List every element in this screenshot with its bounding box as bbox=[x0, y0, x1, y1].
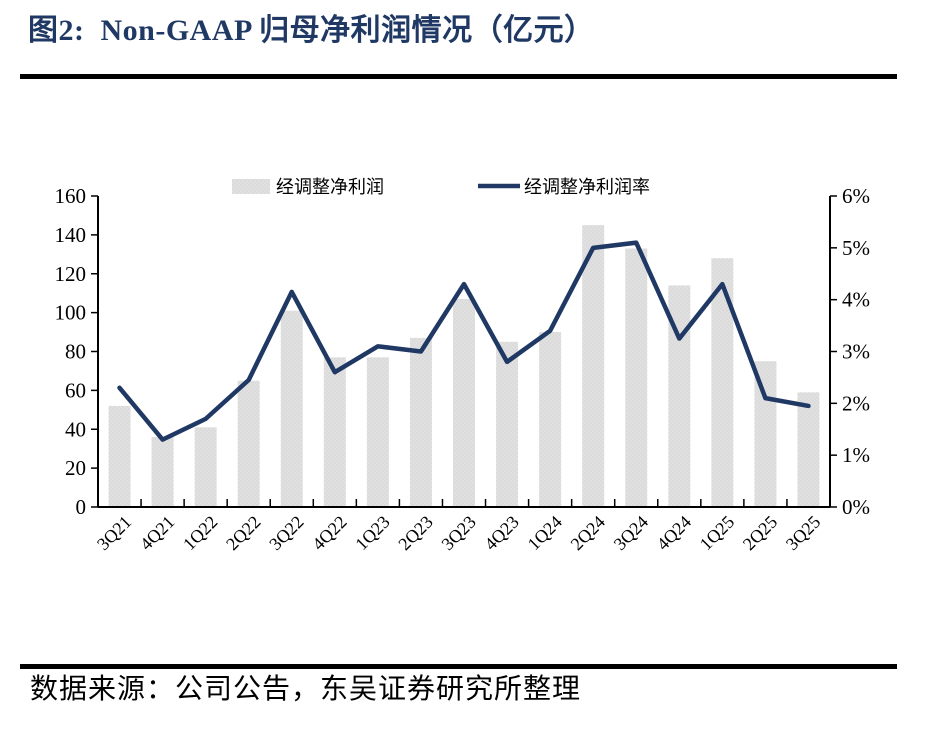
x-tick-label: 4Q21 bbox=[136, 512, 178, 554]
net-margin-line bbox=[117, 240, 811, 442]
bar-3Q24 bbox=[625, 248, 648, 507]
title-divider bbox=[20, 74, 897, 79]
x-tick-label: 4Q22 bbox=[308, 512, 350, 554]
legend-line-label: 经调整净利润率 bbox=[524, 177, 650, 197]
bar-3Q25 bbox=[797, 392, 820, 507]
x-tick-label: 1Q25 bbox=[696, 512, 738, 554]
left-tick-label: 140 bbox=[55, 223, 87, 247]
left-tick-label: 100 bbox=[55, 301, 87, 325]
figure-title: 图2: Non-GAAP 归母净利润情况（亿元） bbox=[28, 14, 595, 47]
bar-1Q22 bbox=[194, 427, 217, 507]
bar-2Q22 bbox=[237, 380, 260, 507]
x-tick-label: 1Q23 bbox=[351, 512, 393, 554]
x-tick-label: 3Q21 bbox=[93, 512, 135, 554]
bar-2Q24 bbox=[582, 225, 605, 507]
x-tick-label: 4Q24 bbox=[653, 512, 695, 554]
x-tick-label: 4Q23 bbox=[480, 512, 522, 554]
right-tick-label: 5% bbox=[842, 236, 870, 260]
left-tick-label: 0 bbox=[76, 495, 87, 519]
x-axis-labels: 3Q21 4Q21 1Q22 2Q22 3Q22 4Q22 1Q23 2Q23 3Q23 4Q23… bbox=[93, 512, 824, 554]
data-source-note: 数据来源：公司公告，东吴证券研究所整理 bbox=[30, 674, 582, 705]
bar-4Q23 bbox=[496, 341, 519, 507]
x-tick-label: 2Q23 bbox=[394, 512, 436, 554]
bar-4Q22 bbox=[323, 357, 346, 507]
chart-legend: 经调整净利润 经调整净利润率 bbox=[232, 177, 650, 197]
x-tick-label: 2Q22 bbox=[222, 512, 264, 554]
bar-2Q23 bbox=[409, 337, 432, 507]
x-tick-label: 3Q22 bbox=[265, 512, 307, 554]
bar-3Q22 bbox=[280, 310, 303, 507]
bar-3Q23 bbox=[453, 299, 475, 507]
profit-combo-chart: 0 20 40 60 80 100 120 140 160 0% 1% 2% 3% 4% 5% 6% 3Q21 4… bbox=[0, 150, 926, 600]
right-tick-label: 1% bbox=[842, 443, 870, 467]
bar-1Q23 bbox=[366, 357, 389, 507]
bar-4Q24 bbox=[668, 285, 691, 507]
x-tick-label: 3Q23 bbox=[437, 512, 479, 554]
x-tick-label: 1Q22 bbox=[179, 512, 221, 554]
left-tick-label: 20 bbox=[65, 456, 86, 480]
x-tick-label: 2Q24 bbox=[567, 512, 609, 554]
right-tick-label: 2% bbox=[842, 391, 870, 415]
right-tick-label: 0% bbox=[842, 495, 870, 519]
legend-bar-swatch bbox=[232, 179, 270, 194]
bar-4Q21 bbox=[151, 437, 174, 507]
left-tick-label: 80 bbox=[65, 340, 86, 364]
left-tick-label: 160 bbox=[55, 184, 87, 208]
bar-series bbox=[108, 225, 820, 507]
legend-bar-label: 经调整净利润 bbox=[276, 177, 384, 197]
left-tick-label: 60 bbox=[65, 378, 86, 402]
left-axis-ticks: 0 20 40 60 80 100 120 140 160 bbox=[55, 184, 98, 519]
x-tick-label: 1Q24 bbox=[524, 512, 566, 554]
x-tick-label: 3Q25 bbox=[782, 512, 824, 554]
bar-3Q21 bbox=[108, 405, 131, 507]
bar-1Q24 bbox=[539, 332, 562, 507]
source-divider bbox=[20, 664, 897, 669]
x-tick-label: 3Q24 bbox=[610, 512, 652, 554]
x-axis-ticks bbox=[140, 499, 788, 507]
x-tick-label: 2Q25 bbox=[739, 512, 781, 554]
right-tick-label: 4% bbox=[842, 288, 870, 312]
right-tick-label: 6% bbox=[842, 184, 870, 208]
left-tick-label: 120 bbox=[55, 262, 87, 286]
right-tick-label: 3% bbox=[842, 340, 870, 364]
left-tick-label: 40 bbox=[65, 417, 86, 441]
right-axis-ticks: 0% 1% 2% 3% 4% 5% 6% bbox=[830, 184, 870, 519]
bar-1Q25 bbox=[711, 258, 734, 507]
